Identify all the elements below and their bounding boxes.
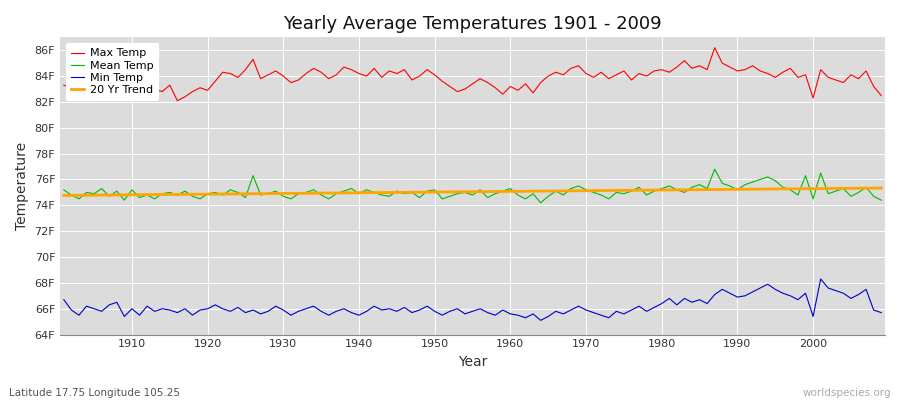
Mean Temp xyxy=(603,196,614,201)
Max Temp xyxy=(338,65,349,70)
Mean Temp xyxy=(331,191,342,196)
Max Temp xyxy=(172,98,183,103)
Line: Min Temp: Min Temp xyxy=(64,279,881,320)
Mean Temp xyxy=(505,186,516,191)
20 Yr Trend xyxy=(331,190,342,195)
Max Temp xyxy=(603,76,614,81)
Max Temp xyxy=(293,78,304,82)
Mean Temp xyxy=(876,198,886,202)
Title: Yearly Average Temperatures 1901 - 2009: Yearly Average Temperatures 1901 - 2009 xyxy=(284,15,662,33)
Mean Temp xyxy=(285,196,296,201)
Legend: Max Temp, Mean Temp, Min Temp, 20 Yr Trend: Max Temp, Mean Temp, Min Temp, 20 Yr Tre… xyxy=(66,43,159,101)
20 Yr Trend xyxy=(505,189,516,194)
Max Temp xyxy=(709,45,720,50)
Min Temp xyxy=(58,297,69,302)
Max Temp xyxy=(119,97,130,102)
Line: Max Temp: Max Temp xyxy=(64,48,881,101)
20 Yr Trend xyxy=(119,192,130,197)
Line: Mean Temp: Mean Temp xyxy=(64,169,881,203)
Y-axis label: Temperature: Temperature xyxy=(15,142,29,230)
Min Temp xyxy=(815,277,826,282)
20 Yr Trend xyxy=(285,191,296,196)
Min Temp xyxy=(498,308,508,312)
Mean Temp xyxy=(58,188,69,192)
Max Temp xyxy=(505,84,516,89)
Min Temp xyxy=(876,310,886,315)
Min Temp xyxy=(285,313,296,318)
Max Temp xyxy=(876,93,886,98)
Min Temp xyxy=(119,314,130,319)
Mean Temp xyxy=(498,189,508,194)
X-axis label: Year: Year xyxy=(458,355,487,369)
Mean Temp xyxy=(119,198,130,202)
Min Temp xyxy=(603,315,614,320)
Mean Temp xyxy=(536,200,546,205)
Text: worldspecies.org: worldspecies.org xyxy=(803,388,891,398)
20 Yr Trend xyxy=(498,189,508,194)
Max Temp xyxy=(512,88,523,93)
Max Temp xyxy=(58,83,69,88)
20 Yr Trend xyxy=(596,188,607,193)
Min Temp xyxy=(536,318,546,323)
20 Yr Trend xyxy=(876,186,886,190)
Line: 20 Yr Trend: 20 Yr Trend xyxy=(64,188,881,196)
Mean Temp xyxy=(709,167,720,172)
Text: Latitude 17.75 Longitude 105.25: Latitude 17.75 Longitude 105.25 xyxy=(9,388,180,398)
Min Temp xyxy=(505,312,516,316)
20 Yr Trend xyxy=(58,193,69,198)
Min Temp xyxy=(331,309,342,314)
